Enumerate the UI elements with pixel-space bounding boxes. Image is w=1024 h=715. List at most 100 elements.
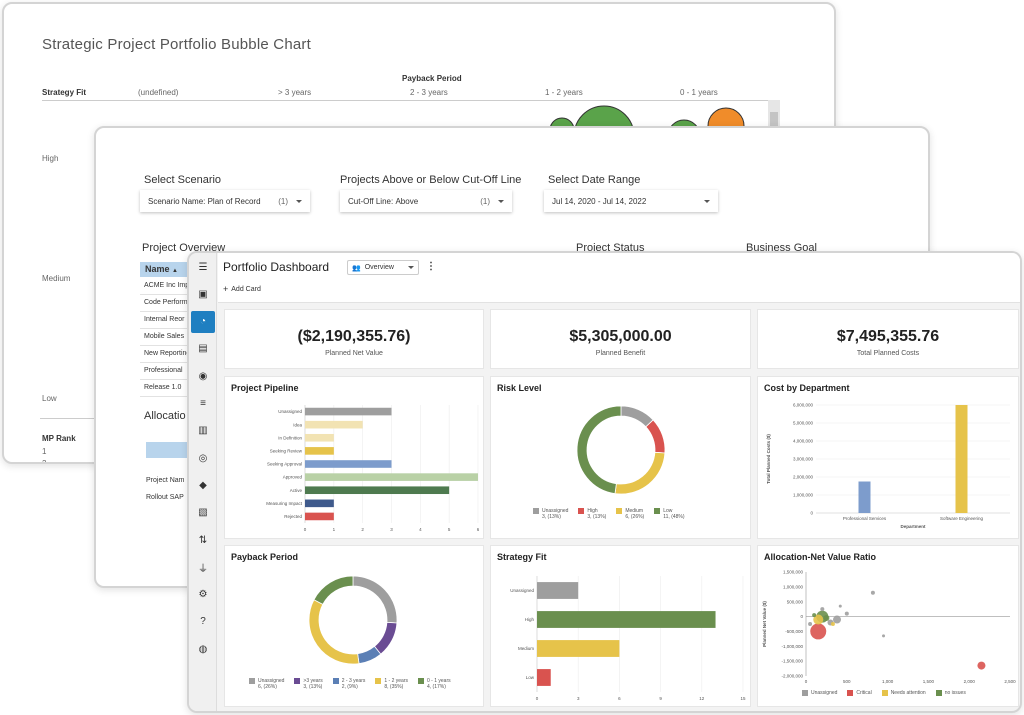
legend-item[interactable]: 1 - 2 years 8, (35%) [375, 678, 408, 690]
scatter-point[interactable] [830, 622, 835, 626]
legend-item[interactable]: no issues [935, 690, 966, 696]
bar[interactable] [305, 447, 334, 455]
tick-label: 500 [843, 679, 851, 684]
project-row[interactable]: ACME Inc Imp [140, 278, 192, 295]
sort-icon[interactable]: ⇅ [198, 534, 208, 546]
legend-item[interactable]: Unassigned 3, (13%) [533, 508, 568, 520]
date-range-select[interactable]: Jul 14, 2020 - Jul 14, 2022 [544, 190, 718, 212]
bar[interactable] [305, 420, 363, 429]
card-allocation-ratio[interactable]: Allocation-Net Value Ratio 1,500,000 1,00… [757, 545, 1019, 707]
card-cost-by-department[interactable]: Cost by Department 0 1,000,000 2,000,000 3,… [757, 376, 1019, 539]
legend-item[interactable]: 0 - 1 years 4, (17%) [417, 678, 451, 690]
document-icon[interactable]: ▧ [198, 507, 208, 519]
bar[interactable] [537, 611, 716, 628]
bar[interactable] [305, 486, 450, 495]
bar[interactable] [305, 512, 334, 521]
bar[interactable] [305, 499, 334, 508]
project-row[interactable]: Mobile Sales [140, 329, 192, 346]
donut-slice[interactable] [576, 405, 622, 495]
kpi-label: Planned Benefit [595, 350, 646, 357]
more-vert-icon[interactable]: ⋮ [426, 261, 436, 272]
compass-icon[interactable]: ◍ [198, 643, 208, 655]
scatter-point[interactable] [810, 623, 827, 640]
route-icon[interactable]: ◆ [199, 479, 207, 491]
scatter-point[interactable] [844, 611, 849, 616]
scatter-point[interactable] [977, 661, 986, 670]
scatter-point[interactable] [870, 590, 875, 595]
card-project-pipeline[interactable]: Project Pipeline 0 1 2 3 4 5 6 Unassigned Idea In… [224, 376, 484, 539]
donut-slice[interactable] [308, 599, 360, 665]
kpi-planned-net-value[interactable]: ($2,190,355.76) Planned Net Value [224, 309, 484, 369]
scatter-point[interactable] [812, 613, 817, 618]
legend-item[interactable]: Unassigned [802, 690, 837, 696]
legend-value: 4, (17%) [426, 684, 446, 690]
card-risk-level[interactable]: Risk Level Unassigned 3, (13%) High 3, (13%… [490, 376, 751, 539]
tick-label: 0 [536, 696, 539, 701]
bar[interactable] [305, 407, 392, 416]
bar[interactable] [537, 640, 620, 657]
help-icon[interactable]: ? [200, 616, 206, 628]
scenario-select[interactable]: Scenario Name: Plan of Record (1) [140, 190, 310, 212]
card-payback-period[interactable]: Payback Period Unassigned 6, (26%) >3 year… [224, 545, 484, 707]
bar[interactable] [537, 582, 579, 599]
donut-slice[interactable] [373, 621, 398, 655]
gear-icon[interactable]: ⚙ [198, 589, 208, 601]
scatter-point[interactable] [808, 622, 813, 626]
legend-item[interactable]: Low 11, (48%) [654, 508, 685, 520]
legend-item[interactable]: 2 - 3 years 2, (9%) [332, 678, 365, 690]
view-select[interactable]: 👥 Overview [347, 260, 419, 275]
project-row[interactable]: New Reporting [140, 346, 192, 363]
list-icon[interactable]: ≡ [200, 398, 206, 409]
scatter-point[interactable] [823, 615, 830, 622]
scrollbar-thumb[interactable] [770, 112, 778, 138]
bar[interactable] [305, 473, 478, 481]
project-row[interactable]: Internal Reor [140, 312, 192, 329]
bar[interactable] [537, 669, 551, 686]
scatter-point[interactable] [820, 607, 825, 612]
scatter-point[interactable] [813, 614, 824, 625]
bar[interactable] [955, 405, 968, 513]
menu-icon[interactable]: ☰ [198, 261, 208, 273]
legend-name: Unassigned [258, 678, 285, 684]
project-row[interactable]: Code Perform [140, 295, 192, 312]
target-icon[interactable]: ◎ [198, 452, 208, 464]
add-card-button[interactable]: + Add Card [223, 284, 261, 294]
dashboard-icon[interactable]: ◔ [191, 310, 215, 333]
legend-item[interactable]: >3 years 3, (13%) [294, 678, 323, 690]
name-column-header[interactable]: Name ▲ [140, 262, 192, 277]
legend-item[interactable]: Critical [847, 690, 872, 696]
bar[interactable] [858, 481, 871, 514]
board-icon[interactable]: ▥ [198, 425, 208, 437]
donut-slice[interactable] [352, 575, 398, 624]
kpi-total-planned-costs[interactable]: $7,495,355.76 Total Planned Costs [757, 309, 1019, 369]
user-card-icon[interactable]: ▣ [198, 288, 208, 300]
tick-label: 6,000,000 [793, 403, 814, 408]
donut-slice[interactable] [620, 405, 654, 428]
donut-slice[interactable] [614, 451, 666, 495]
kpi-value: $7,495,355.76 [836, 328, 940, 345]
card-strategy-fit[interactable]: Strategy Fit 0 3 6 9 12 15 Unassigned High Mediu… [490, 545, 751, 707]
tick-label: 1,000,000 [793, 493, 814, 498]
legend-item[interactable]: Needs attention [881, 690, 926, 696]
scatter-point[interactable] [838, 604, 842, 608]
legend-name: no issues [944, 690, 966, 696]
team-icon[interactable]: ◉ [198, 370, 208, 382]
legend-item[interactable]: Medium 6, (26%) [616, 508, 644, 520]
legend-item[interactable]: Unassigned 6, (26%) [249, 678, 284, 690]
payback-donut [308, 575, 398, 665]
project-row[interactable]: Professional [140, 363, 192, 380]
bar[interactable] [305, 460, 392, 468]
project-row[interactable]: Release 1.0 [140, 380, 192, 397]
cutoff-select[interactable]: Cut-Off Line: Above (1) [340, 190, 512, 212]
kpi-planned-benefit[interactable]: $5,305,000.00 Planned Benefit [490, 309, 751, 369]
contact-icon[interactable]: ▤ [198, 343, 208, 355]
bar[interactable] [305, 433, 334, 442]
scatter-point[interactable] [833, 615, 842, 624]
legend-item[interactable]: High 3, (13%) [578, 508, 606, 520]
plug-icon[interactable]: ⏚ [198, 563, 208, 575]
bubble-2[interactable] [574, 105, 634, 130]
cutoff-count: (1) [480, 196, 490, 206]
scatter-point[interactable] [882, 634, 886, 638]
donut-slice[interactable] [645, 419, 666, 454]
donut-slice[interactable] [313, 575, 354, 605]
